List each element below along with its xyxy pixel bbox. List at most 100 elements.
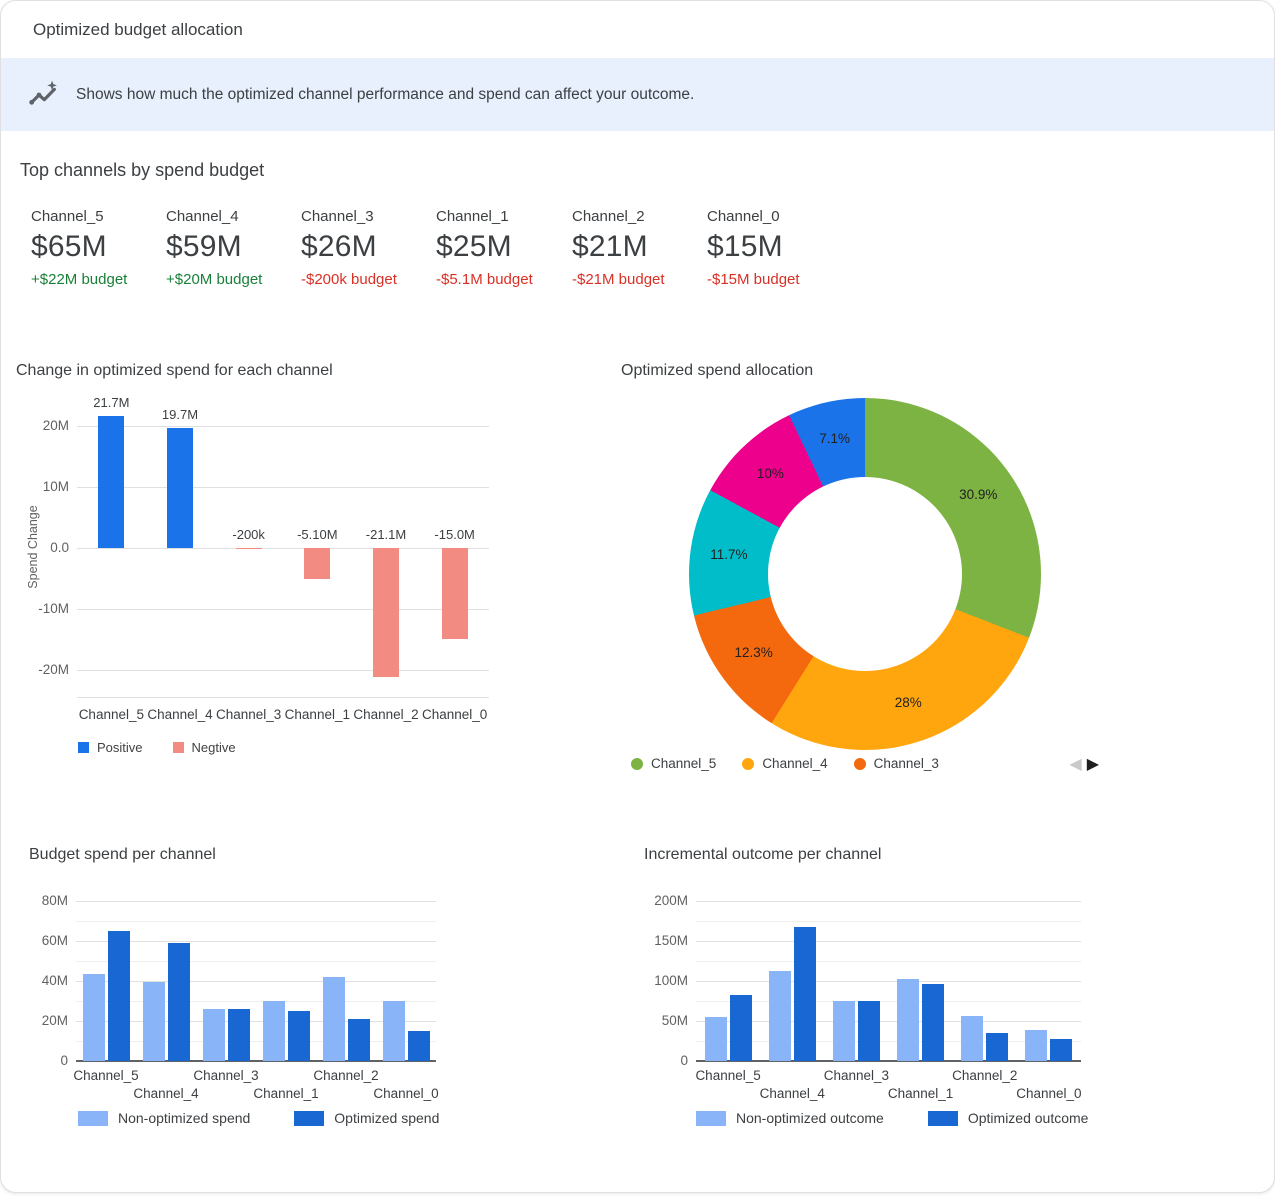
bar-Channel_5[interactable] [98, 415, 125, 549]
legend-item: Optimized spend [294, 1110, 439, 1126]
legend-label: Non-optimized spend [118, 1110, 251, 1126]
legend-item: Channel_4 [742, 756, 828, 771]
chart-legend: Positive Negtive [78, 740, 236, 755]
x-tick-label: Channel_5 [78, 707, 144, 722]
chart-title: Budget spend per channel [29, 846, 216, 863]
y-tick-label: 0.0 [50, 540, 69, 556]
y-tick-label: 100M [654, 973, 688, 988]
gridline [77, 487, 489, 489]
optimized-bar-Channel_1[interactable] [287, 1011, 310, 1061]
non-optimized-bar-Channel_2[interactable] [961, 1016, 984, 1061]
y-tick-label: 0 [680, 1053, 688, 1068]
optimized-bar-Channel_4[interactable] [167, 943, 190, 1061]
bar-value-label: -15.0M [434, 527, 475, 543]
y-tick-label: 20M [41, 1013, 68, 1028]
gridline [76, 1021, 436, 1022]
non-optimized-bar-Channel_1[interactable] [897, 979, 920, 1061]
x-tick-label: Channel_1 [253, 1086, 319, 1101]
optimized-bar-Channel_0[interactable] [1050, 1039, 1073, 1061]
x-tick-label: Channel_4 [133, 1086, 199, 1101]
gridline [696, 981, 1081, 982]
optimized-bar-Channel_3[interactable] [857, 1001, 880, 1061]
chart-legend: Non-optimized outcome Optimized outcome [696, 1110, 1088, 1126]
spend-change-chart: Change in optimized spend for each chann… [16, 362, 576, 782]
bar-Channel_0[interactable] [441, 548, 468, 640]
channel-card: Channel_1 $25M -$5.1M budget [436, 208, 572, 288]
non-optimized-bar-Channel_3[interactable] [832, 1001, 855, 1061]
optimized-bar-Channel_0[interactable] [407, 1031, 430, 1061]
legend-label: Optimized outcome [967, 1110, 1089, 1126]
donut-chart[interactable]: 30.9% 28% 12.3% 11.7% 10% 7.1% [689, 398, 1041, 750]
x-tick-label: Channel_0 [422, 707, 488, 722]
optimized-bar-Channel_3[interactable] [227, 1009, 250, 1061]
optimized-bar-Channel_5[interactable] [729, 994, 752, 1061]
slice-percent-label: 30.9% [959, 487, 998, 503]
chart-title: Incremental outcome per channel [644, 846, 882, 863]
channel-name: Channel_4 [166, 208, 239, 225]
non-optimized-bar-Channel_4[interactable] [142, 982, 165, 1061]
page-title: Optimized budget allocation [33, 20, 243, 39]
legend-item: Positive [78, 740, 143, 755]
legend-item: Non-optimized outcome [696, 1110, 884, 1126]
channel-spend-value: $65M [31, 230, 107, 263]
plot-area: 0 20M 40M 60M 80M Channel_5 Channel_4 Channel_3… [42, 891, 439, 1101]
optimized-bar-Channel_5[interactable] [107, 931, 130, 1061]
legend-dot [742, 757, 755, 770]
channel-budget-delta: -$15M budget [707, 271, 800, 288]
spend-allocation-donut-chart: Optimized spend allocation 30.9% 28% 12.3%… [621, 362, 1121, 792]
gridline [77, 669, 489, 671]
legend-next-arrow-icon[interactable]: ▶ [1086, 756, 1099, 773]
y-tick-label: 150M [654, 933, 688, 948]
non-optimized-bar-Channel_1[interactable] [262, 1000, 285, 1061]
channel-name: Channel_5 [31, 208, 104, 225]
slice-percent-label: 7.1% [819, 431, 851, 447]
non-optimized-bar-Channel_4[interactable] [768, 971, 791, 1061]
slice-percent-label: 28% [894, 695, 922, 711]
non-optimized-bar-Channel_5[interactable] [704, 1017, 727, 1061]
legend-label: Optimized spend [334, 1110, 440, 1126]
non-optimized-bar-Channel_0[interactable] [382, 1001, 405, 1061]
info-banner: Shows how much the optimized channel per… [1, 58, 1274, 131]
legend-swatch [172, 742, 184, 753]
slice-percent-label: 12.3% [734, 645, 773, 661]
banner-description: Shows how much the optimized channel per… [76, 86, 695, 103]
legend-item: Negtive [172, 740, 236, 755]
donut-legend: Channel_5 Channel_4 Channel_3 [631, 756, 939, 771]
gridline [77, 548, 489, 550]
channel-spend-value: $25M [436, 230, 512, 263]
channel-name: Channel_0 [707, 208, 780, 225]
y-tick-label: 10M [42, 479, 69, 495]
channel-budget-delta: +$22M budget [31, 271, 128, 288]
optimized-bar-Channel_2[interactable] [986, 1033, 1009, 1061]
bar-Channel_4[interactable] [167, 428, 193, 549]
gridline [696, 1021, 1081, 1022]
gridline-minor [76, 1001, 436, 1002]
channel-card: Channel_3 $26M -$200k budget [301, 208, 436, 288]
optimized-bar-Channel_1[interactable] [922, 984, 945, 1061]
bar-Channel_3[interactable] [235, 548, 262, 550]
bar-value-label: 21.7M [93, 394, 130, 410]
optimized-bar-Channel_4[interactable] [793, 927, 816, 1061]
channel-spend-value: $26M [301, 230, 377, 263]
x-axis-baseline [696, 1060, 1081, 1062]
non-optimized-bar-Channel_0[interactable] [1025, 1029, 1048, 1061]
insights-icon [27, 79, 59, 111]
non-optimized-bar-Channel_2[interactable] [322, 976, 345, 1061]
bar-Channel_2[interactable] [373, 548, 399, 677]
bar-Channel_1[interactable] [304, 548, 331, 580]
x-tick-label: Channel_5 [73, 1068, 139, 1083]
gridline [76, 981, 436, 982]
optimized-bar-Channel_2[interactable] [347, 1019, 370, 1061]
channel-spend-value: $59M [166, 230, 242, 263]
y-tick-label: -10M [38, 601, 69, 617]
non-optimized-bar-Channel_3[interactable] [202, 1008, 225, 1061]
legend-prev-arrow-icon[interactable]: ◀ [1069, 756, 1082, 773]
non-optimized-bar-Channel_5[interactable] [82, 974, 105, 1061]
budget-spend-chart: Budget spend per channel 0 20M 40M 60M 80M Ch… [29, 846, 589, 1176]
channel-budget-delta: -$5.1M budget [436, 271, 533, 288]
channel-spend-value: $21M [572, 230, 648, 263]
channel-name: Channel_1 [436, 208, 509, 225]
legend-swatch [696, 1110, 726, 1126]
x-tick-label: Channel_4 [147, 707, 213, 722]
